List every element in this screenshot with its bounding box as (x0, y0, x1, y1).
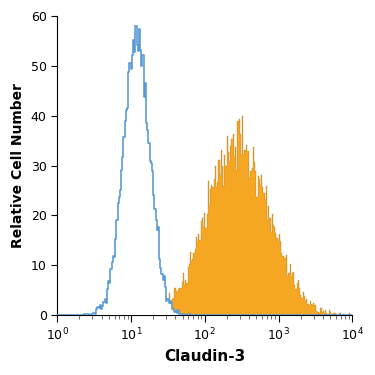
Polygon shape (57, 116, 352, 315)
Polygon shape (57, 26, 352, 315)
Y-axis label: Relative Cell Number: Relative Cell Number (11, 83, 25, 248)
X-axis label: Claudin-3: Claudin-3 (164, 349, 245, 364)
